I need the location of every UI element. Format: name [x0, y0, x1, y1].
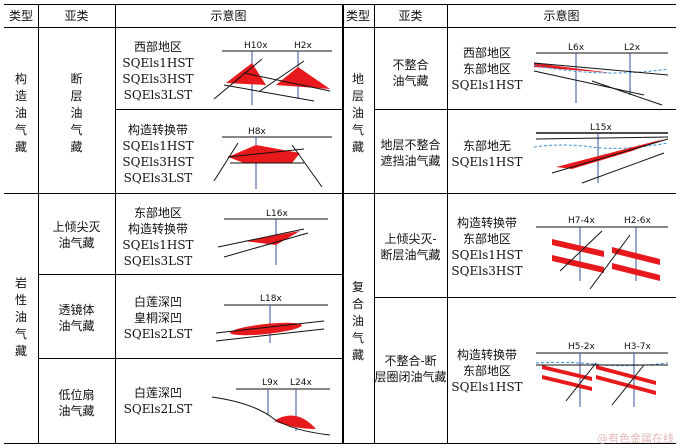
col-divider [115, 5, 116, 443]
subtype-lens: 透镜体 油气藏 [58, 303, 95, 333]
desc-overlap: 东部地无 SQEls1HST [451, 139, 523, 169]
header-diagram: 示意图 [543, 9, 580, 23]
well-label: H2-6x [624, 216, 651, 226]
diagram-fault-1: H10x H2x [213, 41, 332, 105]
desc-fan: 白莲深凹 SQEls2LST [123, 386, 193, 416]
desc-pinchfault: 构造转换带 东部地区 SQEls1HST SQEls3HST [451, 216, 523, 278]
subtype-unconformity: 不整合 油气藏 [392, 58, 429, 88]
diagram-fan: L9x L24x [211, 378, 331, 436]
header-diagram: 示意图 [210, 9, 247, 23]
diagram-pinchout: L16x [217, 209, 328, 265]
subtype-fault: 断 层 油 气 藏 [70, 72, 83, 154]
subtype-fan: 低位扇 油气藏 [58, 388, 95, 418]
diagram-fault-2: H8x [213, 127, 332, 189]
well-label: L15x [590, 123, 612, 133]
diagram-lens: L18x [215, 294, 328, 343]
row-divider [374, 297, 676, 298]
well-label: H2x [294, 41, 312, 51]
watermark: @有色金属在线 [597, 432, 674, 445]
well-label: H3-7x [624, 342, 651, 352]
desc-uncfault: 构造转换带 东部地区 SQEls1HST [451, 348, 523, 394]
diagram-unconformity: L6x L2x [533, 43, 669, 106]
col-divider [447, 5, 448, 443]
well-label: L16x [266, 209, 288, 219]
subtype-pinchfault: 上倾尖灭- 断层油气藏 [380, 232, 441, 262]
desc-fault-2: 构造转换带 SQEls1HST SQEls3HST SQEls3LST [122, 123, 194, 185]
header-subtype: 亚类 [398, 9, 423, 23]
type-stratigraphic: 地 层 油 气 藏 [351, 72, 364, 154]
desc-pinchout: 东部地区 构造转换带 SQEls1HST SQEls3LST [122, 206, 194, 268]
row-divider [342, 193, 676, 194]
diagram-pinchfault: H7-4x H2-6x [536, 216, 668, 290]
row-divider [38, 274, 342, 275]
diagram-uncfault: H5-2x H3-7x [535, 342, 669, 407]
well-label: H8x [248, 127, 266, 137]
well-label: L6x [568, 43, 585, 53]
desc-fault-1: 西部地区 SQEls1HST SQEls3HST SQEls3LST [122, 40, 194, 102]
header-type: 类型 [8, 9, 33, 23]
desc-lens: 白莲深凹 皇桐深凹 SQEls2LST [123, 295, 193, 341]
row-divider [115, 109, 342, 110]
well-label: L24x [290, 378, 312, 388]
well-label: L2x [624, 43, 641, 53]
header-divider [4, 27, 676, 28]
desc-unconformity: 西部地区 东部地区 SQEls1HST [451, 46, 523, 92]
row-divider [4, 193, 342, 194]
well-label: H10x [244, 41, 268, 51]
well-label: H5-2x [568, 342, 595, 352]
type-structural: 构 造 油 气 藏 [14, 72, 27, 154]
well-label: L18x [260, 294, 282, 304]
diagram-overlap: L15x [533, 123, 669, 184]
reservoir-type-table: 类型 亚类 示意图 类型 亚类 示意图 构 造 油 气 藏 岩 性 油 气 藏 … [4, 4, 676, 444]
well-label: L9x [262, 378, 279, 388]
col-divider [342, 5, 344, 443]
header-type: 类型 [345, 9, 370, 23]
row-divider [374, 109, 676, 110]
well-label: H7-4x [568, 216, 595, 226]
row-divider [38, 358, 342, 359]
subtype-uncfault: 不整合-断 层圈闭油气藏 [374, 354, 447, 384]
subtype-overlap: 地层不整合 遮挡油气藏 [380, 138, 441, 168]
subtype-pinchout: 上倾尖灭 油气藏 [52, 220, 101, 250]
type-lithologic: 岩 性 油 气 藏 [14, 276, 27, 358]
col-divider [38, 5, 39, 443]
header-subtype: 亚类 [64, 9, 89, 23]
type-composite: 复 合 油 气 藏 [351, 280, 364, 362]
col-divider [374, 5, 375, 443]
